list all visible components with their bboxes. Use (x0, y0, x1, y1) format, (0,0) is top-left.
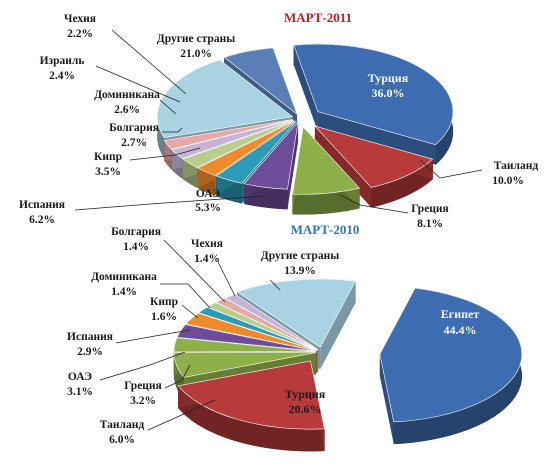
pie-slice-2011-2 (292, 126, 361, 215)
label-value-2011-turkey: 36.0% (372, 86, 405, 100)
pie-slice-top (185, 312, 317, 351)
chart-title-2011: МАРТ-2011 (284, 10, 352, 25)
pie-slice-top (173, 351, 317, 378)
pie-slice-top (157, 59, 294, 139)
label-name-2011-greece: Греция (411, 203, 449, 215)
label-value-2011-cyprus: 3.5% (95, 166, 121, 178)
labels-2010: Египет 44.4% Турция 20.6% Таиланд 6.0% Г… (67, 226, 479, 446)
leader-2010-greece (164, 364, 191, 389)
pie-slice-top (163, 119, 293, 150)
labels-2011: Турция 36.0% Таиланд 10.0% Греция 8.1% О… (19, 13, 538, 230)
leader-2011-spain (74, 195, 266, 211)
label-name-2010-spain: Испания (67, 331, 113, 343)
pie-slice-edge (379, 354, 394, 444)
pie-slice-top (224, 294, 319, 351)
label-value-2010-dominicana: 1.4% (111, 286, 137, 298)
label-name-2010-turkey: Турция (285, 387, 326, 401)
leader-2011-israel (95, 65, 181, 103)
label-name-2011-cyprus: Кипр (94, 151, 122, 163)
label-value-2010-other: 13.9% (284, 265, 316, 277)
label-name-2010-cyprus: Кипр (150, 296, 178, 308)
pie-slice-top (215, 121, 297, 184)
pie-slice-top (197, 306, 318, 351)
pie-slice-top (243, 120, 299, 190)
label-value-2010-spain: 2.9% (77, 346, 103, 358)
pie-slice-top (176, 324, 317, 352)
pie-chart-2011 (157, 43, 454, 215)
label-value-2010-bulgaria: 1.4% (123, 241, 149, 253)
pie-slice-2010-0 (379, 287, 523, 445)
leader-2011-thailand (419, 159, 483, 179)
leader-2010-bulgaria (163, 239, 226, 303)
pie-slice-edge (317, 111, 436, 165)
label-value-2011-greece: 8.1% (417, 218, 443, 230)
leader-2011-dominicana (159, 99, 177, 115)
label-value-2011-czech: 2.2% (67, 28, 93, 40)
label-name-2011-bulgaria: Болгария (109, 122, 159, 134)
pie-slice-2011-3 (243, 120, 299, 210)
leader-2010-cyprus (181, 304, 199, 319)
label-value-2010-thailand: 6.0% (109, 434, 135, 446)
label-name-2010-egypt: Египет (441, 307, 480, 321)
label-value-2011-israel: 2.4% (49, 70, 75, 82)
label-name-2010-thailand: Таиланд (100, 419, 145, 431)
label-name-2010-bulgaria: Болгария (111, 226, 161, 238)
pie-slice-edge (320, 281, 356, 370)
leader-2010-spain (115, 329, 191, 344)
label-name-2011-dominicana: Доминикана (94, 89, 160, 101)
pie-slice-top (173, 337, 317, 352)
pie-slice-top (215, 297, 319, 351)
label-name-2011-other: Другие страны (157, 33, 235, 45)
label-name-2011-spain: Испания (19, 199, 65, 211)
pie-slice-2011-0 (293, 43, 454, 166)
leader-2010-other (269, 279, 281, 291)
leader-2010-uae (99, 351, 186, 381)
label-name-2011-czech: Чехия (64, 13, 96, 25)
leader-2011-greece (339, 194, 409, 214)
pie-slice-top (206, 302, 318, 351)
label-value-2010-cyprus: 1.6% (151, 311, 177, 323)
leader-2010-thailand (147, 399, 216, 431)
label-name-2011-uae: ОАЭ (196, 188, 220, 200)
leader-2011-czech (111, 29, 187, 95)
label-value-2011-other: 21.0% (180, 48, 212, 60)
label-value-2010-turkey: 20.6% (289, 402, 322, 416)
leader-2010-czech (217, 261, 236, 297)
label-value-2011-spain: 6.2% (29, 214, 55, 226)
label-name-2010-greece: Греция (124, 380, 162, 392)
label-name-2010-dominicana: Доминикана (91, 271, 157, 283)
label-name-2010-czech: Чехия (191, 238, 223, 250)
pie-slice-top (197, 120, 295, 176)
label-value-2011-thailand: 10.0% (492, 175, 524, 187)
label-value-2010-greece: 3.2% (130, 395, 156, 407)
leader-2010-dominicana (160, 283, 211, 309)
leader-2011-bulgaria (162, 127, 183, 133)
pie-slice-top (293, 43, 454, 146)
label-name-2010-other: Другие страны (261, 250, 339, 262)
label-value-2011-dominicana: 2.6% (114, 104, 140, 116)
pie-slice-top (292, 126, 361, 195)
pie-slice-top (379, 287, 523, 423)
label-value-2011-uae: 5.3% (195, 202, 221, 214)
pie-slice-top (236, 278, 356, 348)
label-name-2010-uae: ОАЭ (68, 371, 92, 383)
pie-slice-top (223, 47, 298, 116)
label-name-2011-thailand: Таиланд (494, 160, 539, 172)
pie-slice-top (182, 120, 294, 168)
label-name-2011-turkey: Турция (368, 71, 409, 85)
label-value-2011-bulgaria: 2.7% (121, 137, 147, 149)
label-value-2010-czech: 1.4% (194, 253, 220, 265)
label-name-2011-israel: Израиль (40, 55, 85, 67)
chart-title-2010: МАРТ-2010 (291, 222, 360, 237)
pie-slice-top (177, 360, 325, 430)
pie-slice-2010-1 (177, 360, 325, 452)
label-value-2010-egypt: 44.4% (444, 323, 477, 337)
label-value-2010-uae: 3.1% (67, 386, 93, 398)
pie-chart-2010 (173, 278, 523, 452)
pie-slice-top (313, 125, 434, 188)
pie-slice-edge (293, 45, 318, 132)
leader-2011-cyprus (129, 147, 201, 161)
